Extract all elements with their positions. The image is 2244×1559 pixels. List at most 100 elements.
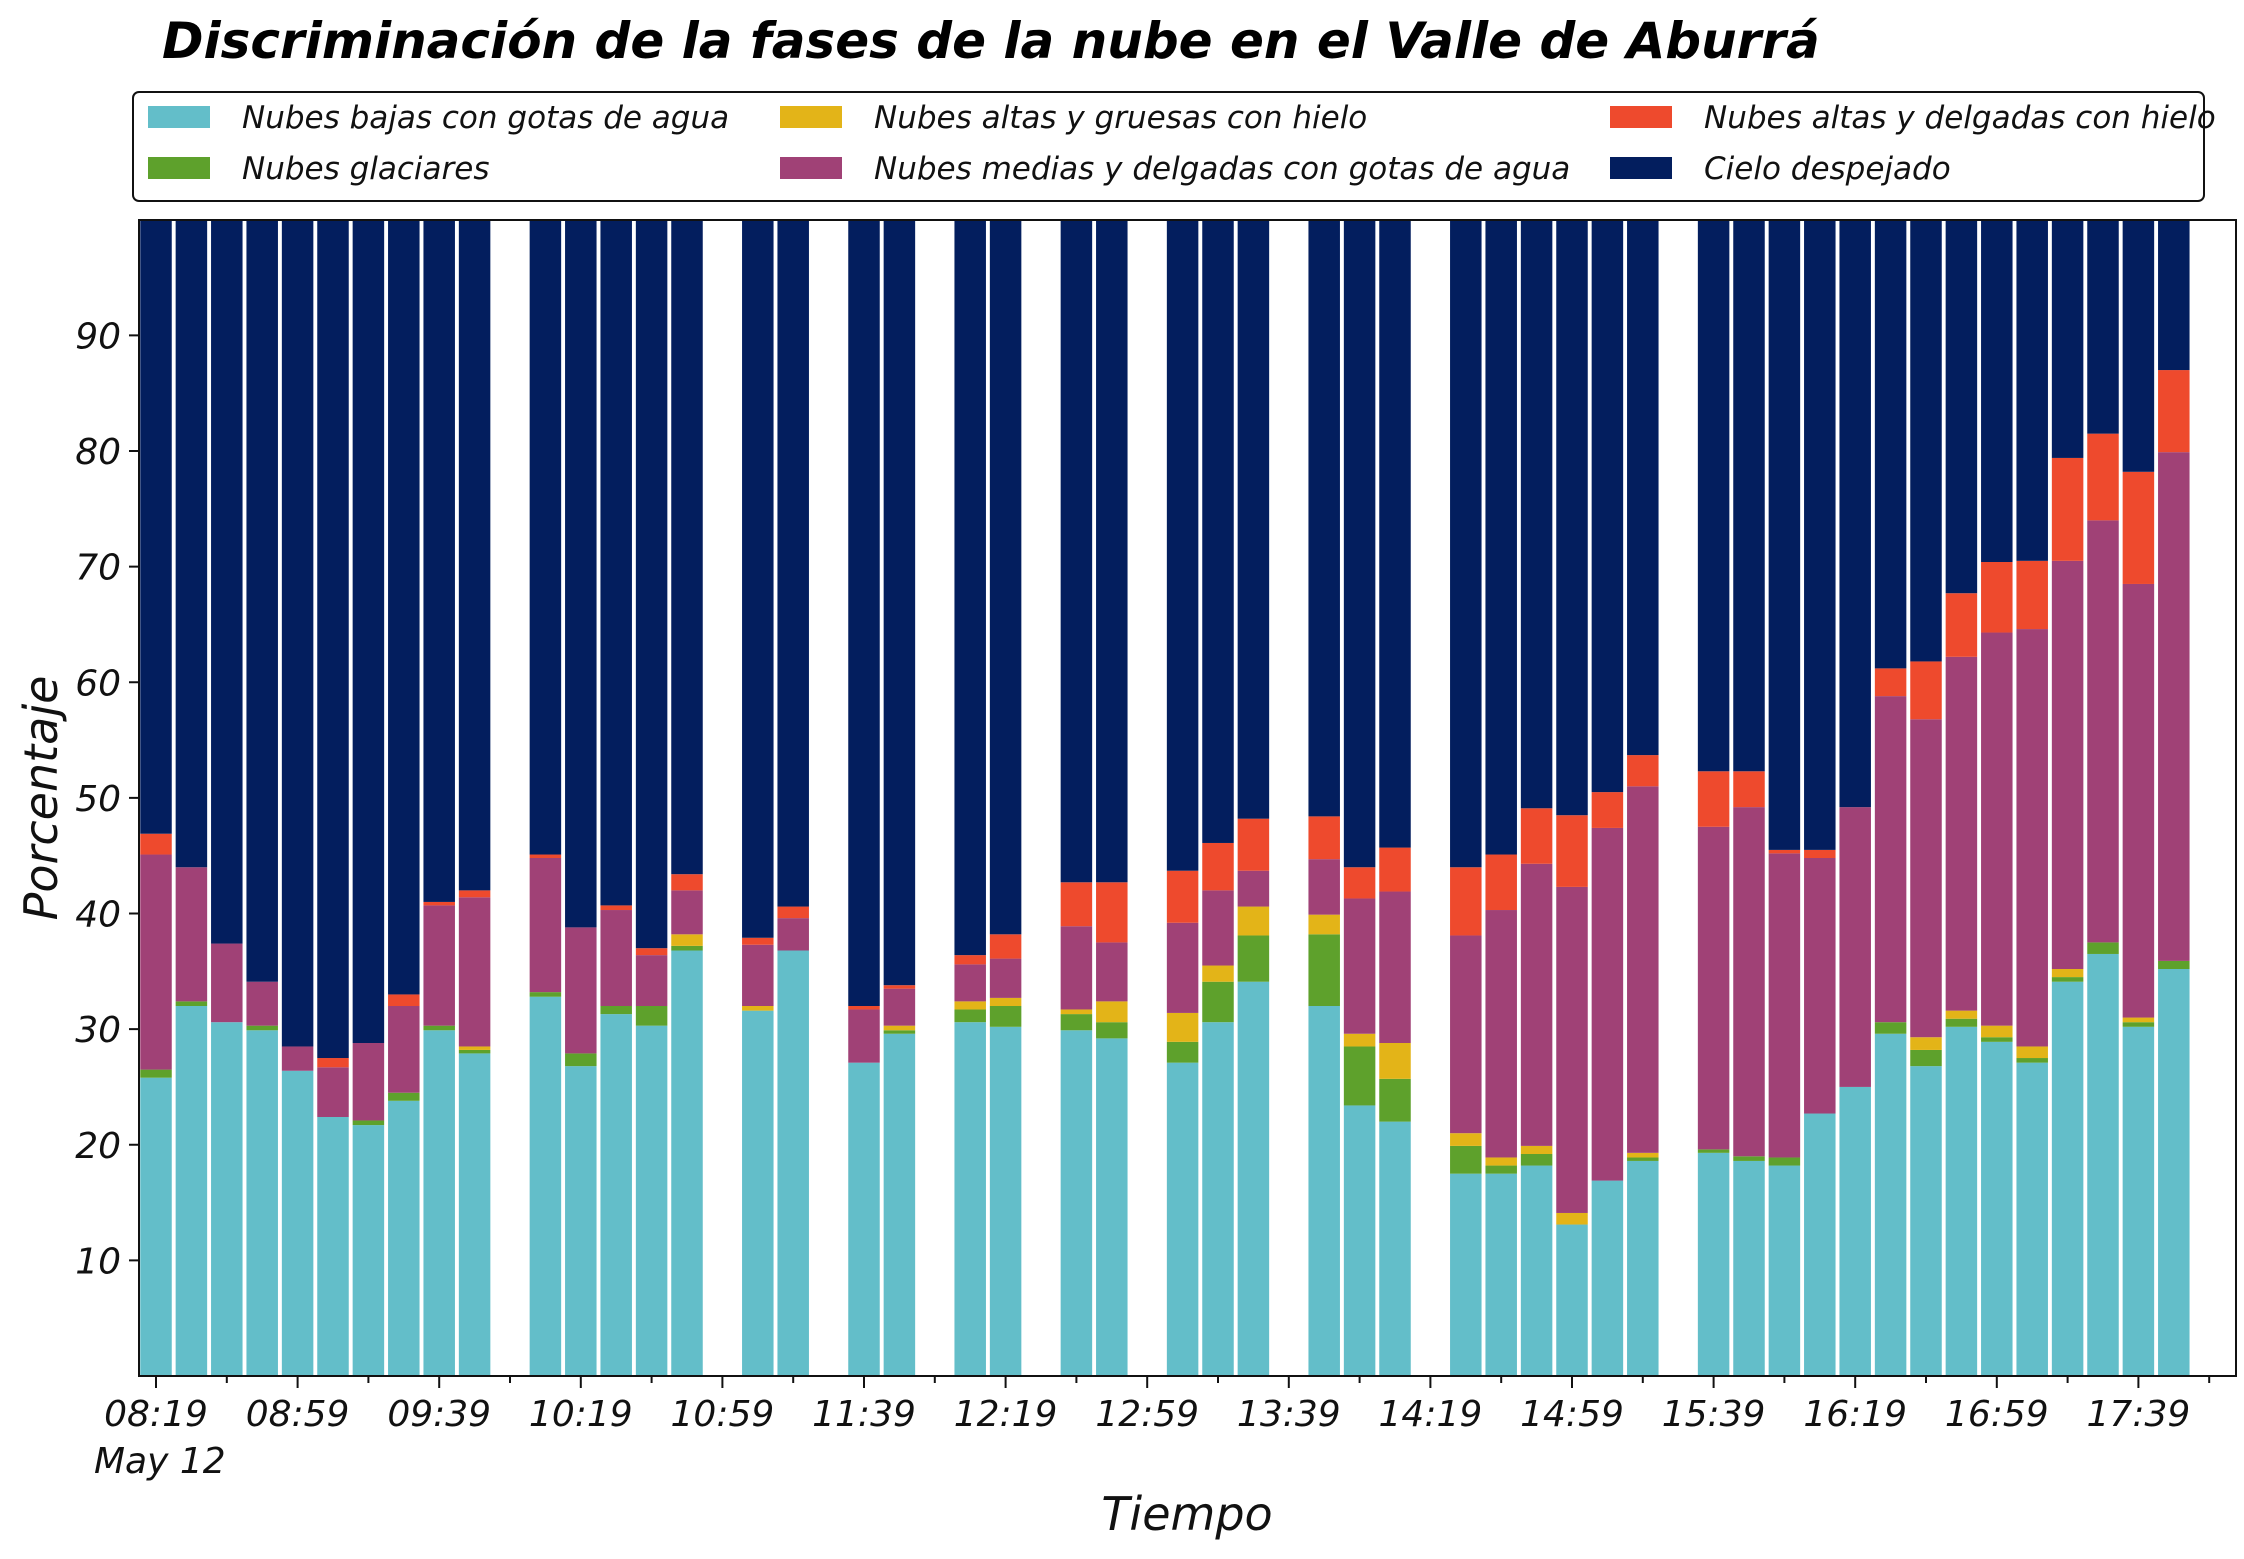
bar-segment-glacial — [989, 1006, 1022, 1027]
legend-label-low: Nubes bajas con gotas de agua — [242, 100, 729, 136]
x-tick-label: 12:59 — [1095, 1394, 1199, 1435]
x-tick-label: 11:39 — [812, 1394, 916, 1435]
bar-segment-clear — [635, 220, 668, 949]
bar-41 — [1591, 220, 1624, 1376]
bar-segment-mid_thin — [2087, 520, 2119, 943]
legend-swatch-high_thick — [780, 106, 842, 128]
legend-label-high_thick: Nubes altas y gruesas con hielo — [874, 100, 1367, 136]
legend-item-clear: Cielo despejado — [1610, 151, 1951, 187]
bar-segment-mid_thin — [1343, 898, 1376, 1034]
bar-segment-low — [848, 1062, 880, 1376]
bar-segment-clear — [848, 220, 880, 1006]
bar-segment-high_thin — [1237, 818, 1270, 871]
bar-segment-low — [1343, 1105, 1376, 1376]
bar-segment-glacial — [883, 1030, 916, 1034]
bar-segment-high_thin — [1060, 882, 1093, 927]
bar-segment-glacial — [1768, 1157, 1801, 1166]
bar-segment-mid_thin — [1981, 632, 2013, 1026]
bar-21 — [883, 220, 916, 1376]
x-tick-label: 16:19 — [1803, 1394, 1907, 1435]
bar-segment-high_thick — [1450, 1133, 1482, 1146]
bar-segment-high_thick — [989, 997, 1022, 1006]
bar-segment-low — [600, 1014, 632, 1376]
x-tick-label: 12:19 — [954, 1394, 1058, 1435]
bar-segment-mid_thin — [1237, 870, 1270, 907]
bar-49 — [1874, 220, 1907, 1376]
bar-segment-low — [635, 1025, 668, 1376]
x-tick-label: 14:59 — [1520, 1394, 1624, 1435]
bar-segment-glacial — [1202, 981, 1234, 1023]
bar-segment-high_thin — [1945, 593, 1978, 657]
bar-segment-glacial — [600, 1006, 632, 1015]
bar-segment-high_thin — [989, 934, 1022, 959]
bar-13 — [600, 220, 632, 1376]
bar-12 — [565, 220, 597, 1376]
bar-segment-low — [2016, 1062, 2048, 1376]
bar-segment-low — [1627, 1160, 1659, 1376]
legend-item-high_thick: Nubes altas y gruesas con hielo — [780, 100, 1367, 136]
bar-46 — [1768, 220, 1801, 1376]
bar-44 — [1697, 220, 1730, 1376]
bar-segment-glacial — [2016, 1058, 2048, 1063]
bar-8 — [423, 220, 455, 1376]
bar-segment-clear — [1060, 220, 1093, 883]
bar-segment-high_thin — [1910, 661, 1942, 720]
bar-segment-high_thin — [848, 1006, 880, 1010]
bar-segment-mid_thin — [1945, 656, 1978, 1011]
bar-segment-mid_thin — [954, 964, 986, 1002]
bar-segment-clear — [777, 220, 809, 907]
bar-segment-glacial — [246, 1025, 278, 1031]
legend-swatch-low — [148, 106, 210, 128]
bar-segment-clear — [423, 220, 455, 902]
bar-segment-clear — [211, 220, 243, 944]
bar-segment-high_thin — [635, 948, 668, 956]
plot-area: 10 20 30 40 50 60 70 80 90 08:19 08:59 09:39 10:19 1… — [75, 219, 2237, 1435]
bar-segment-low — [1096, 1038, 1128, 1376]
bar-segment-high_thin — [2051, 457, 2084, 561]
y-tick-label: 10 — [75, 1241, 121, 1282]
bar-segment-high_thin — [1733, 771, 1765, 808]
legend-item-low: Nubes bajas con gotas de agua — [148, 100, 729, 136]
bar-segment-high_thin — [883, 985, 916, 989]
bar-segment-clear — [2087, 220, 2119, 434]
bar-segment-low — [742, 1010, 774, 1376]
bar-segment-clear — [2122, 220, 2155, 472]
bar-segment-high_thick — [1343, 1033, 1376, 1047]
bar-segment-clear — [2158, 220, 2190, 371]
bar-segment-glacial — [1627, 1157, 1659, 1161]
chart-title: Discriminación de la fases de la nube en… — [162, 12, 1820, 70]
bar-segment-high_thick — [671, 934, 703, 946]
bar-segment-mid_thin — [1166, 922, 1199, 1013]
bar-segment-mid_thin — [1556, 886, 1588, 1213]
bar-segment-clear — [1910, 220, 1942, 662]
bar-33 — [1308, 220, 1340, 1376]
bar-39 — [1520, 220, 1553, 1376]
bar-segment-high_thin — [1591, 792, 1624, 828]
bar-segment-glacial — [388, 1092, 420, 1101]
y-tick-label: 90 — [75, 316, 121, 357]
bar-segment-low — [1202, 1022, 1234, 1376]
bar-segment-mid_thin — [2051, 560, 2084, 969]
x-tick-label: 14:19 — [1379, 1394, 1483, 1435]
bar-18 — [777, 220, 809, 1376]
bar-segment-low — [458, 1053, 491, 1376]
x-tick-label: 08:19 — [104, 1394, 208, 1435]
bar-segment-mid_thin — [1768, 853, 1801, 1158]
bar-0 — [140, 220, 172, 1376]
bar-segment-high_thick — [2122, 1017, 2155, 1023]
bar-segment-high_thick — [1520, 1145, 1553, 1154]
legend-item-high_thin: Nubes altas y delgadas con hielo — [1610, 100, 2216, 136]
bar-segment-low — [1697, 1152, 1730, 1376]
bar-segment-high_thin — [529, 854, 562, 858]
bar-segment-mid_thin — [1627, 786, 1659, 1153]
bar-45 — [1733, 220, 1765, 1376]
bar-37 — [1450, 220, 1482, 1376]
bar-segment-low — [175, 1006, 208, 1376]
bar-segment-mid_thin — [1379, 891, 1411, 1043]
legend-frame — [132, 91, 2205, 202]
bar-segment-high_thin — [1520, 808, 1553, 864]
bar-segment-mid_thin — [848, 1009, 880, 1063]
bar-2 — [211, 220, 243, 1376]
bar-segment-low — [883, 1033, 916, 1376]
bar-segment-high_thin — [2087, 433, 2119, 521]
